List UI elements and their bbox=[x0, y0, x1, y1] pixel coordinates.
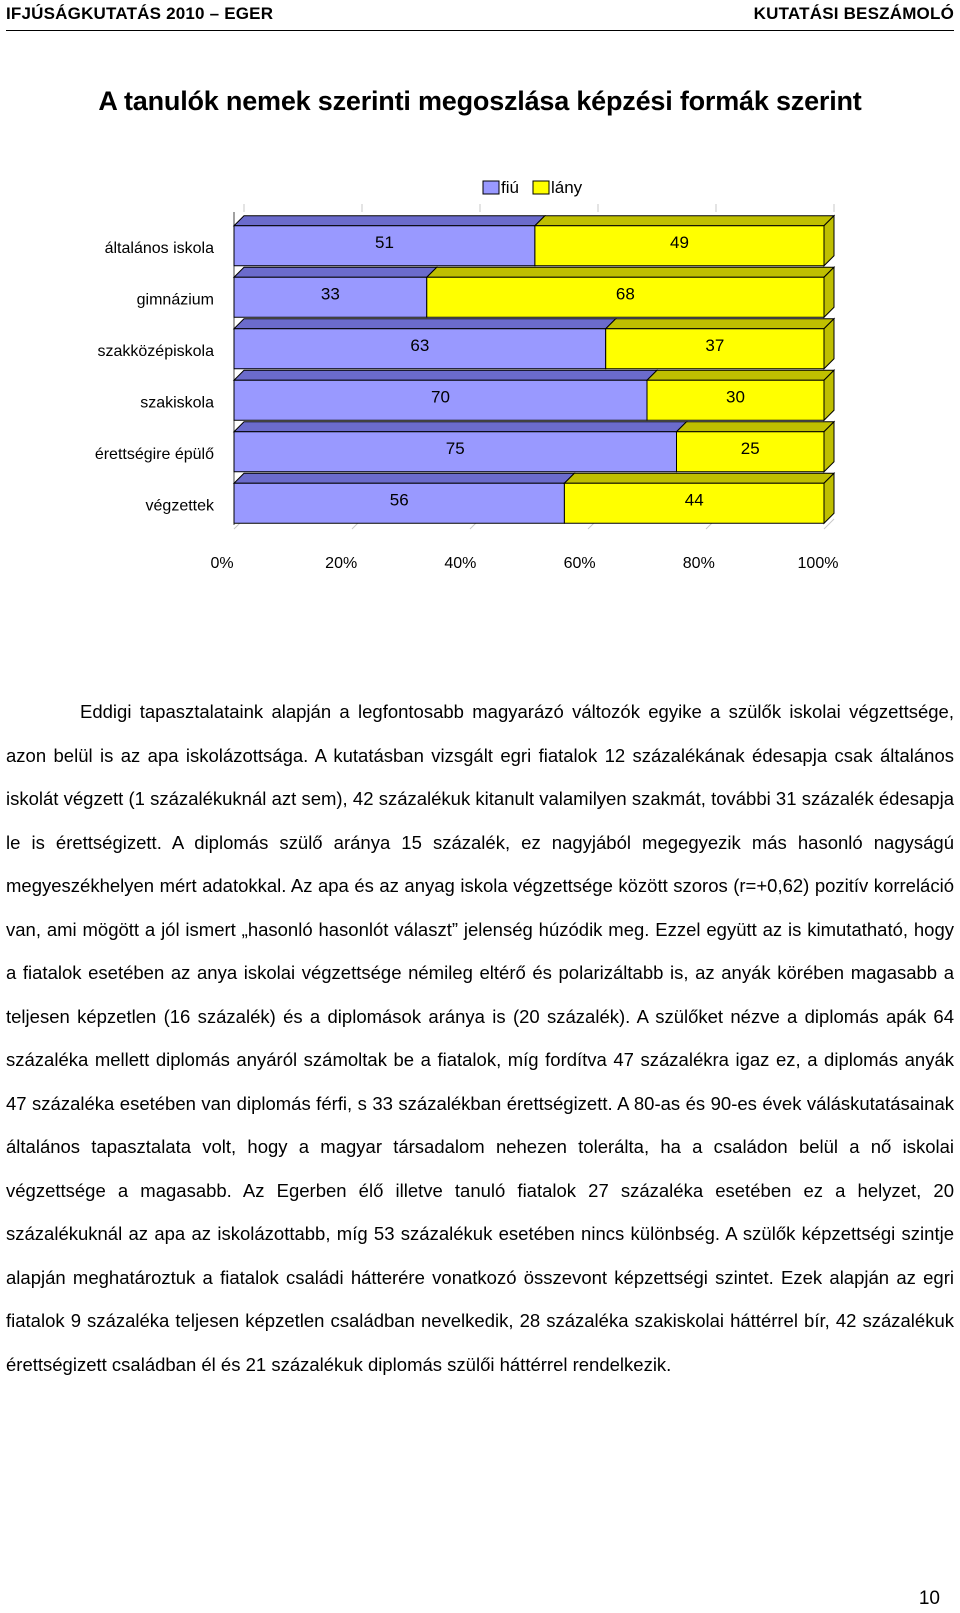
bar-top-fiu-5 bbox=[232, 472, 576, 484]
gridline-bottom-5 bbox=[823, 518, 835, 530]
data-label-lany-3: 30 bbox=[726, 387, 745, 406]
legend-swatch-fiu bbox=[482, 180, 500, 195]
bar-lany-1 bbox=[426, 276, 825, 318]
bar-top-lany-0 bbox=[533, 215, 836, 227]
bar-top-fiu-4 bbox=[232, 421, 688, 433]
x-tick-label-2: 40% bbox=[444, 555, 476, 572]
page-header: IFJÚSÁGKUTATÁS 2010 – EGER KUTATÁSI BESZ… bbox=[6, 0, 954, 31]
data-label-lany-5: 44 bbox=[685, 490, 704, 509]
body-text: Eddigi tapasztalataink alapján a legfont… bbox=[6, 690, 954, 1386]
bar-lany-2 bbox=[605, 328, 825, 370]
category-label-1: gimnázium bbox=[137, 291, 214, 308]
legend-label-fiu: fiú bbox=[501, 178, 519, 197]
x-tick-label-1: 20% bbox=[325, 555, 357, 572]
data-label-fiu-0: 51 bbox=[375, 233, 394, 252]
x-tick-label-0: 0% bbox=[210, 555, 233, 572]
bar-fiu-2 bbox=[233, 328, 607, 370]
page-number: 10 bbox=[918, 1588, 940, 1609]
x-tick-label-3: 60% bbox=[564, 555, 596, 572]
bar-top-lany-5 bbox=[563, 472, 836, 484]
data-label-lany-4: 25 bbox=[741, 439, 760, 458]
data-label-fiu-4: 75 bbox=[446, 439, 465, 458]
bar-fiu-0 bbox=[233, 225, 536, 267]
legend-label-lany: lány bbox=[551, 178, 583, 197]
bar-top-fiu-2 bbox=[232, 318, 617, 330]
data-label-lany-1: 68 bbox=[616, 284, 635, 303]
x-tick-label-5: 100% bbox=[798, 555, 839, 572]
category-label-2: szakközépiskola bbox=[98, 343, 215, 360]
bar-top-lany-2 bbox=[604, 318, 836, 330]
data-label-fiu-2: 63 bbox=[410, 336, 429, 355]
data-label-lany-2: 37 bbox=[705, 336, 724, 355]
data-label-fiu-1: 33 bbox=[321, 284, 340, 303]
data-label-fiu-3: 70 bbox=[431, 387, 450, 406]
category-label-3: szakiskola bbox=[140, 394, 214, 411]
bar-lany-4 bbox=[676, 431, 825, 473]
bar-lany-3 bbox=[646, 379, 825, 421]
x-tick-label-4: 80% bbox=[683, 555, 715, 572]
bar-top-fiu-3 bbox=[232, 369, 659, 381]
category-label-0: általános iskola bbox=[105, 240, 215, 257]
bar-lany-0 bbox=[534, 225, 825, 267]
stacked-bar-chart: fiú lány 51 49 általános iskola 33 68 gimnázium… bbox=[95, 178, 839, 572]
bar-top-lany-3 bbox=[645, 369, 836, 381]
category-label-4: érettségire épülő bbox=[95, 446, 214, 463]
bar-fiu-1 bbox=[233, 276, 428, 318]
bar-top-lany-1 bbox=[425, 266, 836, 278]
bar-top-lany-4 bbox=[675, 421, 836, 433]
body-paragraph: Eddigi tapasztalataink alapján a legfont… bbox=[6, 701, 954, 1375]
category-label-5: végzettek bbox=[146, 497, 215, 514]
header-right-title: KUTATÁSI BESZÁMOLÓ bbox=[753, 4, 954, 23]
data-label-fiu-5: 56 bbox=[390, 490, 409, 509]
bar-lany-5 bbox=[563, 482, 825, 524]
bar-top-fiu-1 bbox=[232, 266, 438, 278]
bar-fiu-4 bbox=[233, 431, 677, 473]
bar-top-fiu-0 bbox=[232, 215, 547, 227]
header-left-title: IFJÚSÁGKUTATÁS 2010 – EGER bbox=[6, 4, 274, 23]
legend-swatch-lany bbox=[532, 180, 550, 195]
chart-title: A tanulók nemek szerinti megoszlása képz… bbox=[98, 86, 862, 116]
data-label-lany-0: 49 bbox=[670, 233, 689, 252]
bar-fiu-5 bbox=[233, 482, 565, 524]
